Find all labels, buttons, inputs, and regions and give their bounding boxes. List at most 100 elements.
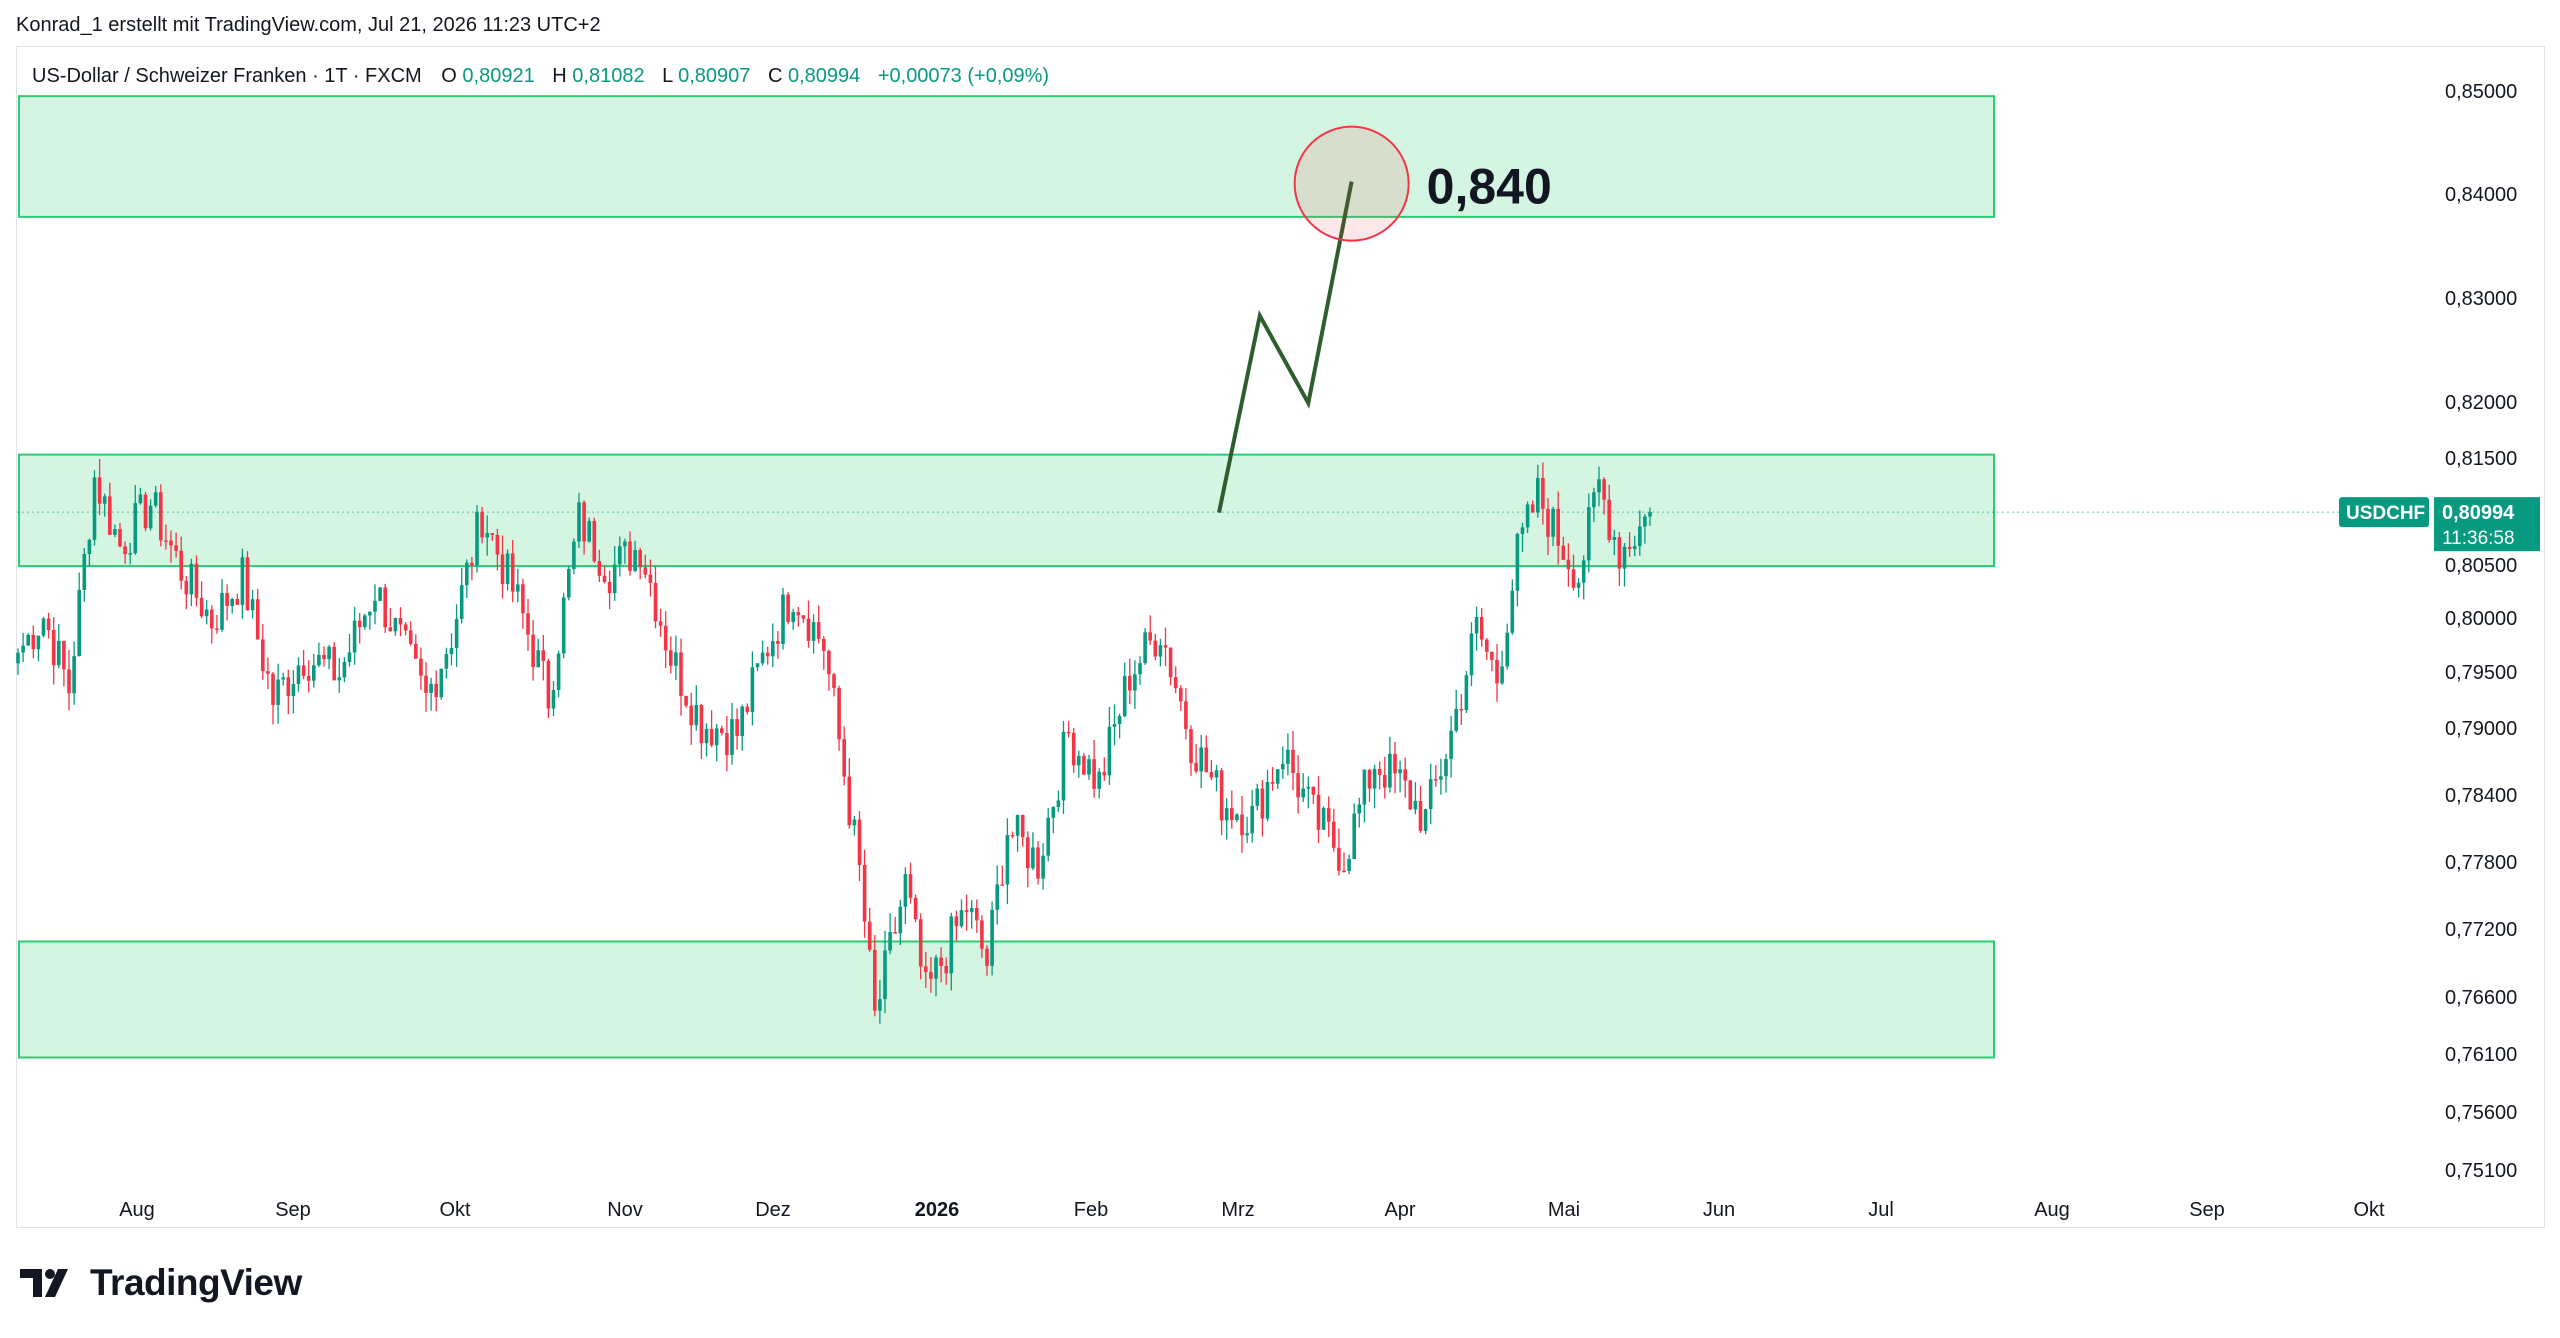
candle	[1393, 741, 1397, 794]
candle	[801, 615, 806, 623]
candle	[531, 620, 535, 681]
candle	[225, 584, 229, 621]
candle	[87, 538, 92, 567]
candle	[602, 566, 607, 584]
candle	[1622, 543, 1627, 587]
legend-l-label: L	[662, 65, 673, 87]
candle	[1587, 493, 1591, 573]
candle	[684, 695, 688, 708]
candle	[1418, 785, 1423, 834]
chart-frame[interactable]	[16, 46, 2545, 1228]
candle	[597, 549, 602, 583]
candle	[1209, 759, 1214, 781]
candle	[148, 499, 153, 531]
candle	[347, 634, 352, 667]
zone-3[interactable]	[18, 940, 1995, 1059]
tag-symbol-bg	[2339, 497, 2429, 528]
candle	[934, 954, 938, 997]
candle	[1439, 758, 1443, 795]
candle	[138, 487, 143, 505]
candle	[694, 685, 699, 731]
candle	[240, 548, 245, 619]
candle	[1240, 795, 1244, 853]
candle	[210, 605, 214, 644]
candle	[475, 505, 479, 573]
candle	[735, 708, 739, 750]
brand[interactable]: TradingView	[20, 1262, 302, 1304]
candle	[276, 663, 280, 724]
candle	[1612, 529, 1617, 556]
candle	[714, 724, 719, 762]
candle	[847, 758, 852, 829]
candle	[1571, 554, 1576, 591]
candle	[1469, 622, 1474, 687]
legend-o-label: O	[441, 65, 457, 87]
candle	[1352, 803, 1356, 860]
candle	[964, 894, 969, 931]
candle	[480, 507, 484, 544]
candle	[1179, 685, 1183, 711]
candle	[444, 647, 449, 679]
candle	[1505, 623, 1509, 670]
y-tick-label: 0,75600	[2445, 1102, 2517, 1124]
candle	[1301, 773, 1305, 803]
legend-c-value: 0,80994	[788, 65, 860, 87]
candle	[1077, 750, 1081, 778]
candle	[1133, 660, 1137, 709]
candle	[1413, 782, 1418, 815]
x-tick-label: Sep	[275, 1199, 311, 1221]
candle	[1556, 491, 1560, 565]
candle	[623, 538, 627, 564]
candle	[995, 865, 999, 925]
candle	[806, 600, 811, 648]
candle	[342, 657, 347, 683]
y-tick-label: 0,81500	[2445, 448, 2517, 470]
candle	[1541, 462, 1545, 525]
target-circle	[1293, 125, 1410, 242]
candle	[1051, 806, 1056, 834]
candle	[1291, 731, 1295, 791]
candle	[551, 681, 556, 717]
zone-1[interactable]	[18, 95, 1995, 218]
candle	[449, 633, 454, 666]
candle	[271, 672, 275, 725]
candle	[306, 660, 311, 693]
candle	[439, 668, 444, 700]
time-axis[interactable]: Aug Sep Okt Nov Dez 2026 Feb Mrz Apr Mai Jun Jul Aug…	[119, 1199, 2385, 1221]
candle	[816, 605, 821, 644]
candle	[245, 551, 250, 611]
candle	[82, 548, 87, 602]
zone-2[interactable]	[18, 453, 1995, 568]
candle	[403, 622, 408, 636]
candle	[434, 670, 438, 712]
candle	[46, 612, 51, 639]
candle	[1602, 477, 1606, 515]
candle	[16, 648, 20, 675]
candle	[1036, 841, 1040, 885]
chart-attribution: Konrad_1 erstellt mit TradingView.com, J…	[16, 14, 601, 36]
candle	[204, 600, 209, 625]
candle	[1281, 746, 1285, 779]
candle	[1046, 807, 1050, 862]
candle	[1230, 790, 1234, 829]
candle	[786, 592, 790, 625]
legend-o-value: 0,80921	[462, 65, 534, 87]
candle	[1026, 831, 1030, 888]
candle	[924, 951, 928, 988]
y-tick-label: 0,77800	[2445, 852, 2517, 874]
candle	[1158, 638, 1163, 667]
brand-name: TradingView	[90, 1262, 302, 1303]
candle	[980, 915, 984, 958]
y-tick-label: 0,79000	[2445, 718, 2517, 740]
candle	[837, 685, 841, 751]
candle	[337, 658, 342, 693]
candle	[1224, 798, 1229, 840]
candle	[153, 485, 158, 508]
candle	[133, 485, 138, 555]
candle	[725, 716, 729, 772]
price-axis[interactable]: 0,85000 0,84000 0,83000 0,82000 0,81500 0,805…	[2445, 81, 2517, 1182]
candle	[1444, 753, 1448, 793]
candle	[281, 672, 285, 686]
candle	[791, 608, 795, 630]
